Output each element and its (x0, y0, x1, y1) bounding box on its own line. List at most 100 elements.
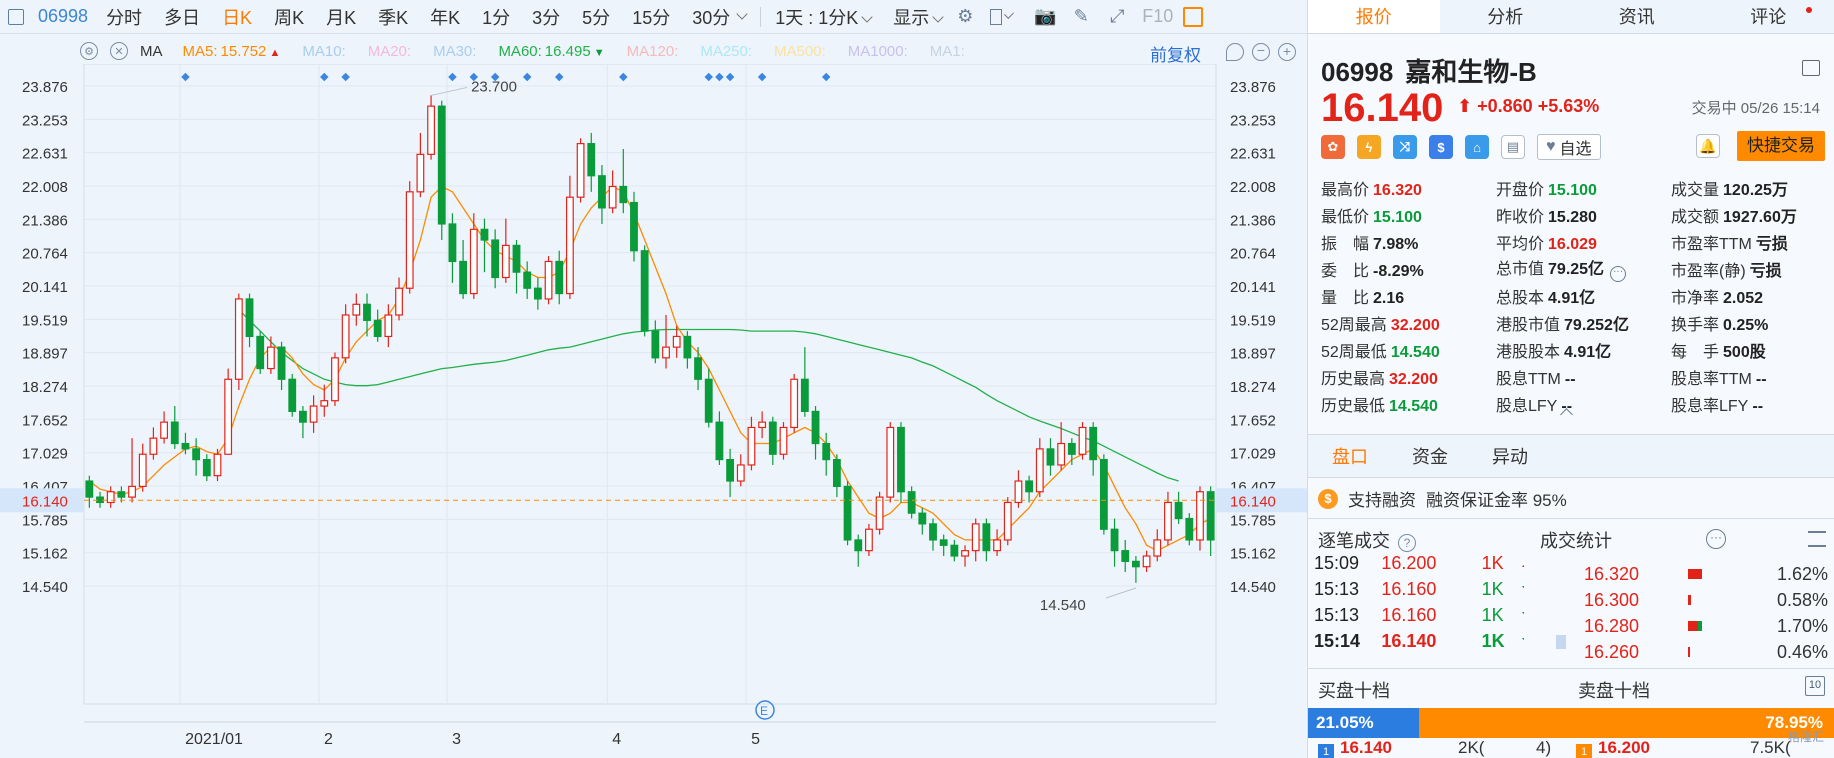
list-icon[interactable] (1808, 531, 1826, 547)
ticks-scrollbar[interactable] (1556, 635, 1566, 649)
panel-toggle-icon[interactable] (1183, 6, 1204, 27)
undo-icon[interactable] (1226, 43, 1244, 61)
note-icon[interactable]: ▤ (1501, 135, 1525, 159)
ma-item-2[interactable]: MA20: (368, 43, 411, 60)
ten-levels-icon[interactable]: 10 (1805, 676, 1825, 696)
field-label: 52周最高 (1321, 316, 1387, 334)
candle-body (822, 442, 831, 461)
ma-item-3[interactable]: MA30: (433, 43, 476, 60)
field-label: 最高价 (1321, 181, 1370, 199)
camera-icon[interactable]: 📷 (1034, 6, 1057, 26)
settings-icon[interactable]: ⚙ (80, 42, 98, 60)
drawing-box-icon[interactable] (990, 6, 1015, 28)
display-select[interactable]: 显示 (893, 4, 944, 30)
stats-bar-buy (1688, 621, 1698, 631)
sidebar-toggle-icon[interactable] (8, 8, 24, 25)
pencil-icon[interactable]: ✎ (1073, 6, 1089, 26)
period-tab-3[interactable]: 周K (274, 7, 305, 28)
tab-analysis[interactable]: 分析 (1487, 7, 1524, 27)
ma-item-5[interactable]: MA120: (627, 43, 679, 60)
event-e-icon-letter: E (760, 704, 768, 718)
tag-icon[interactable]: ⌂ (1465, 135, 1489, 159)
ma-item-name: MA30: (433, 42, 477, 60)
dollar-icon[interactable]: $ (1429, 135, 1453, 159)
ma-item-8[interactable]: MA1000: (848, 43, 908, 60)
add-watchlist-button[interactable]: ♥ 自选 (1537, 134, 1601, 160)
tab-comments[interactable]: 评论 (1703, 0, 1834, 33)
zoom-out-icon[interactable]: − (1252, 43, 1270, 61)
candle-body (1089, 426, 1098, 461)
period-tab-5[interactable]: 季K (378, 7, 409, 28)
candle-body (234, 298, 243, 380)
ma-item-6[interactable]: MA250: (700, 43, 752, 60)
period-tab-10[interactable]: 15分 (632, 7, 671, 28)
f10-button[interactable]: F10 (1142, 6, 1174, 26)
more-icon[interactable]: ··· (1610, 266, 1627, 282)
bell-icon[interactable]: 🔔 (1696, 134, 1720, 158)
tab-news[interactable]: 资讯 (1618, 7, 1655, 27)
ma-label: MA (140, 42, 163, 60)
tab-orderbook[interactable]: 盘口 (1332, 447, 1368, 467)
period-tab-1[interactable]: 多日 (164, 7, 201, 28)
candle-body (373, 319, 382, 338)
candle-body (875, 496, 884, 530)
field-label: 最低价 (1321, 208, 1370, 226)
tab-capital[interactable]: 资金 (1412, 447, 1448, 467)
ma-item-7[interactable]: MA500: (774, 43, 826, 60)
ma-item-9[interactable]: MA1: (930, 43, 965, 60)
deal-stats-list[interactable]: 16.320 1.62% 16.300 0.58% 16.280 1.70% 16.260 0… (1576, 555, 1834, 665)
kline-chart[interactable]: 23.876 23.876 23.253 23.253 22.631 22.631 22.0… (0, 64, 1307, 758)
candle-body (982, 523, 991, 552)
stock-code-label[interactable]: 06998 (38, 6, 89, 26)
period-tab-0[interactable]: 分时 (106, 7, 143, 28)
fullscreen-icon[interactable]: ⤢ (1110, 6, 1125, 26)
field-label: 平均价 (1496, 235, 1545, 253)
tab-movement[interactable]: 异动 (1492, 447, 1528, 467)
field-value: 32.200 (1389, 370, 1438, 388)
period-tab-6[interactable]: 年K (430, 7, 461, 28)
candle-body (501, 244, 510, 279)
ma-item-name: MA1: (929, 42, 965, 60)
more-icon[interactable]: ··· (1706, 529, 1726, 549)
ma-item-name: MA20: (367, 42, 412, 60)
kline-svg[interactable]: 23.876 23.876 23.253 23.253 22.631 22.631 22.0… (0, 64, 1307, 758)
candle-body (1099, 459, 1108, 530)
ma-item-1[interactable]: MA10: (302, 43, 345, 60)
field-value: 15.100 (1548, 181, 1597, 199)
lightning-icon[interactable]: ϟ (1357, 135, 1381, 159)
ma-item-4[interactable]: MA60: 16.495 ▼ (498, 43, 604, 60)
adjust-mode-link[interactable]: 前复权 (1150, 46, 1201, 65)
quote-field: 换手率 0.25% (1671, 311, 1831, 335)
quote-field: 成交额 1927.60万 (1671, 203, 1831, 227)
tab-quote[interactable]: 报价 (1308, 0, 1440, 33)
period-tab-7[interactable]: 1分 (482, 7, 511, 28)
stats-title: 成交统计 (1540, 531, 1612, 551)
field-label: 换手率 (1671, 316, 1720, 334)
quote-row: 最低价 15.100 昨收价 15.280 成交额 1927.60万 (1321, 201, 1831, 228)
hk-flower-icon[interactable]: ✿ (1321, 135, 1345, 159)
x-tick-label: 2021/01 (185, 731, 243, 748)
period-tab-9[interactable]: 5分 (582, 7, 611, 28)
quote-row: 52周最低 14.540 港股股本 4.91亿每 手 500股 (1321, 336, 1831, 363)
ma-item-0[interactable]: MA5: 15.752 ▲ (183, 43, 281, 60)
candle-body (1196, 491, 1204, 541)
shuffle-icon[interactable]: ⤨ (1393, 135, 1417, 159)
y-tick-label-right: 15.162 (1230, 546, 1276, 563)
buy-sell-ratio-bar: 21.05% 78.95% (1308, 708, 1834, 738)
candle-body (939, 539, 948, 546)
menu-icon[interactable] (1802, 60, 1820, 76)
period-tab-4[interactable]: 月K (326, 7, 357, 28)
candle-body (726, 459, 735, 482)
period-tab-2[interactable]: 日K (222, 7, 253, 28)
gear-icon[interactable]: ⚙ (957, 6, 974, 26)
y-tick-label-left: 21.386 (22, 212, 68, 229)
ticks-list[interactable]: 15:09 16.200 1K 15:13 16.160 1K 15:13 16.160 1K 1… (1314, 555, 1524, 665)
period-tab-8[interactable]: 3分 (532, 7, 561, 28)
fast-trade-button[interactable]: 快捷交易 (1737, 131, 1825, 161)
help-icon[interactable]: ? (1398, 534, 1416, 552)
close-icon[interactable]: ✕ (110, 42, 128, 60)
zoom-in-icon[interactable]: + (1278, 43, 1296, 61)
period-select[interactable]: 1天 : 1分K (775, 4, 873, 30)
period-tab-11[interactable]: 30分 (692, 7, 731, 28)
arrow-up-icon (1521, 559, 1524, 567)
